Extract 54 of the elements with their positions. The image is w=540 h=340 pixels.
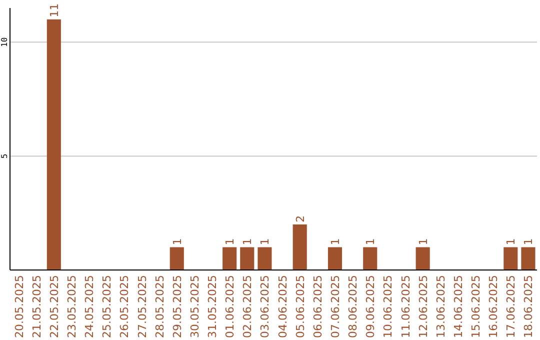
x-tick-label: 08.06.2025 (346, 275, 360, 338)
data-label: 1 (504, 238, 518, 246)
x-tick-label: 14.06.2025 (452, 275, 465, 338)
x-tick-label: 05.06.2025 (294, 275, 307, 338)
x-tick-label: 17.06.2025 (504, 275, 518, 338)
bar (170, 247, 184, 270)
x-tick-label: 25.05.2025 (100, 275, 114, 338)
data-label: 1 (224, 238, 237, 246)
x-tick-label: 20.05.2025 (12, 275, 26, 338)
bar (222, 247, 237, 270)
x-tick-label: 29.05.2025 (170, 275, 184, 338)
y-tick-label: 10 (0, 37, 9, 47)
x-tick-label: 30.05.2025 (188, 275, 202, 338)
x-tick-label: 11.06.2025 (399, 275, 412, 338)
bar (258, 247, 272, 270)
bar (240, 247, 254, 270)
data-label: 1 (258, 238, 272, 246)
data-label: 1 (328, 238, 342, 246)
x-tick-label: 09.06.2025 (364, 275, 378, 338)
x-tick-label: 27.05.2025 (136, 275, 149, 338)
data-label: 2 (294, 215, 307, 222)
bar (328, 247, 342, 270)
x-tick-label: 10.06.2025 (382, 275, 395, 338)
x-tick-label: 31.05.2025 (206, 275, 220, 338)
x-tick-label: 21.05.2025 (30, 275, 44, 338)
bar (292, 224, 307, 270)
bar (521, 247, 536, 270)
data-label: 11 (48, 3, 61, 18)
bar (363, 247, 378, 270)
x-tick-label: 03.06.2025 (258, 275, 272, 338)
x-tick-label: 28.05.2025 (153, 275, 166, 338)
bar (504, 247, 518, 270)
bar (416, 247, 430, 270)
x-tick-label: 24.05.2025 (83, 275, 96, 338)
x-tick-label: 18.06.2025 (522, 275, 536, 338)
x-tick-label: 04.06.2025 (276, 275, 290, 338)
y-tick-label: 5 (0, 154, 9, 158)
data-label: 1 (241, 238, 254, 246)
x-tick-label: 06.06.2025 (311, 275, 324, 338)
data-label: 1 (416, 238, 430, 246)
x-tick-label: 13.06.2025 (434, 275, 448, 338)
x-tick-label: 07.06.2025 (328, 275, 342, 338)
x-tick-label: 26.05.2025 (118, 275, 132, 338)
data-label: 1 (364, 238, 378, 246)
x-tick-label: 02.06.2025 (241, 275, 254, 338)
x-tick-label: 15.06.2025 (470, 275, 483, 338)
bar (46, 19, 61, 270)
x-tick-label: 12.06.2025 (416, 275, 430, 338)
x-tick-label: 16.06.2025 (487, 275, 500, 338)
data-label: 1 (170, 238, 184, 246)
x-tick-label: 01.06.2025 (224, 275, 237, 338)
data-label: 1 (522, 238, 536, 246)
x-tick-label: 22.05.2025 (48, 275, 61, 338)
x-tick-label: 23.05.2025 (65, 275, 78, 338)
